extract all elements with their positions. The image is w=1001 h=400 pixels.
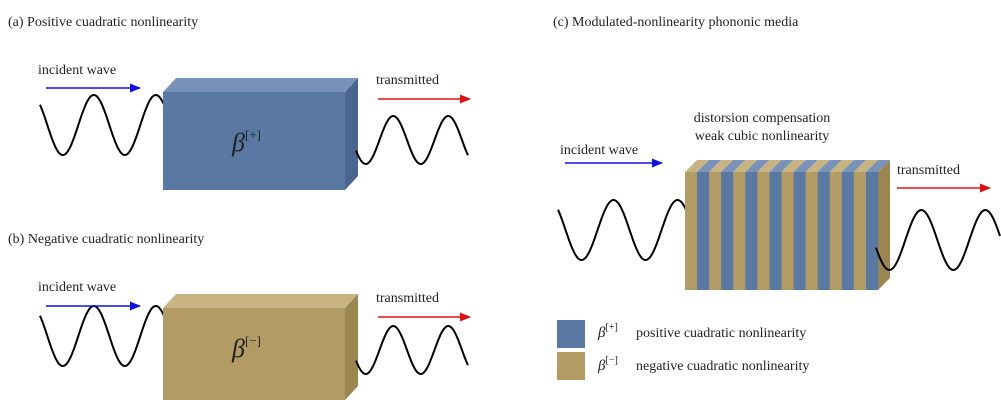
wave xyxy=(40,306,166,366)
box-front xyxy=(163,308,345,400)
stripe xyxy=(782,172,794,290)
box-top xyxy=(163,294,358,308)
stripe xyxy=(830,172,842,290)
transmitted-label: transmitted xyxy=(376,73,439,88)
stripe xyxy=(842,172,854,290)
stripe xyxy=(806,172,818,290)
stripe xyxy=(854,172,866,290)
transmitted-label: transmitted xyxy=(376,291,439,306)
stripe xyxy=(818,172,830,290)
legend-symbol: β[+] xyxy=(597,322,618,341)
wave xyxy=(876,210,1000,270)
stripe xyxy=(866,172,878,290)
panel-title: (a) Positive cuadratic nonlinearity xyxy=(8,15,198,30)
stripe xyxy=(794,172,806,290)
wave xyxy=(40,95,166,155)
legend-label: negative cuadratic nonlinearity xyxy=(636,359,809,374)
stripe xyxy=(745,172,757,290)
wave xyxy=(356,116,468,164)
wave xyxy=(356,326,468,374)
legend-symbol: β[−] xyxy=(597,355,618,374)
box-top xyxy=(163,78,358,92)
stripe xyxy=(709,172,721,290)
legend-swatch xyxy=(557,352,585,380)
wave xyxy=(558,200,690,260)
stripe xyxy=(697,172,709,290)
stripe xyxy=(769,172,781,290)
annotation: weak cubic nonlinearity xyxy=(695,129,830,144)
panel-title: (b) Negative cuadratic nonlinearity xyxy=(8,232,204,247)
incident-label: incident wave xyxy=(560,143,638,158)
incident-label: incident wave xyxy=(38,280,116,295)
box-side xyxy=(345,78,358,190)
panel-title: (c) Modulated-nonlinearity phononic medi… xyxy=(553,15,799,30)
stripe xyxy=(733,172,745,290)
annotation: distorsion compensation xyxy=(694,111,831,126)
box-side xyxy=(345,294,358,400)
stripe xyxy=(721,172,733,290)
transmitted-label: transmitted xyxy=(897,163,960,178)
diagram: (a) Positive cuadratic nonlinearity inci… xyxy=(0,0,1001,400)
stripe xyxy=(757,172,769,290)
stripe xyxy=(685,172,697,290)
legend-swatch xyxy=(557,320,585,348)
incident-label: incident wave xyxy=(38,63,116,78)
legend-label: positive cuadratic nonlinearity xyxy=(636,326,806,341)
